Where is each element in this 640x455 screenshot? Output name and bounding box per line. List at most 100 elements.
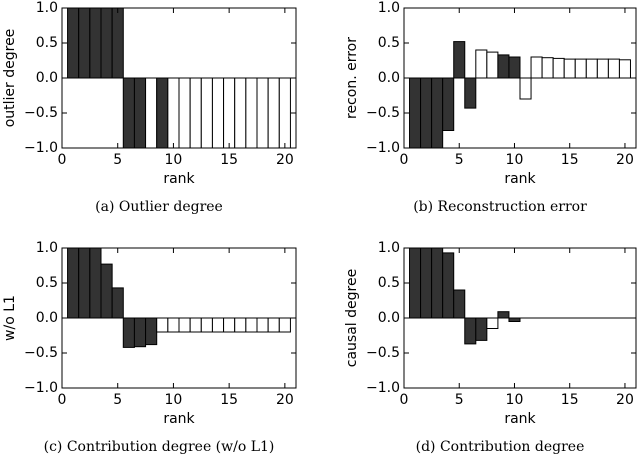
bar [278, 77, 291, 149]
bar [211, 77, 225, 149]
bar [133, 317, 147, 348]
y-tick-label: 1.0 [378, 240, 400, 256]
bar [486, 317, 499, 329]
caption: (c) Contribution degree (w/o L1) [44, 439, 275, 455]
subplot: 0 5 10 15 20 −1.0 −0.5 0.0 0.5 1.0 rank w/o L1 (c) C… [2, 240, 297, 455]
x-tick-label: 0 [58, 152, 67, 168]
x-axis-label: rank [504, 411, 536, 427]
bar [133, 77, 147, 149]
bar [100, 7, 113, 79]
caption: (d) Contribution degree [416, 439, 585, 455]
bar [234, 77, 247, 149]
bar [519, 77, 532, 100]
bar [508, 317, 521, 322]
subplot: 0 5 10 15 20 −1.0 −0.5 0.0 0.5 1.0 rank recon. erro… [344, 0, 637, 215]
bar [100, 263, 113, 319]
y-tick-label: −1.0 [366, 380, 400, 396]
bar [596, 58, 609, 79]
subplot: 0 5 10 15 20 −1.0 −0.5 0.0 0.5 1.0 rank causal degr… [344, 240, 637, 455]
bar [156, 77, 169, 149]
bar [200, 317, 213, 333]
bar [111, 7, 124, 79]
bar [189, 317, 202, 333]
bar [453, 41, 466, 79]
y-tick-label: −1.0 [24, 140, 58, 156]
x-tick-label: 20 [616, 152, 634, 168]
bar [156, 317, 169, 333]
x-tick-label: 5 [455, 152, 464, 168]
x-tick-label: 5 [455, 392, 464, 408]
bar [541, 57, 554, 79]
bar [245, 317, 258, 333]
bar [409, 247, 422, 319]
x-tick-label: 0 [400, 152, 409, 168]
y-tick-label: 0.0 [36, 70, 58, 86]
bar [475, 49, 488, 79]
x-axis-label: rank [163, 411, 195, 427]
y-tick-label: 0.5 [378, 35, 400, 51]
y-tick-label: 1.0 [36, 240, 58, 256]
y-axis-label: recon. error [344, 37, 360, 119]
x-axis-label: rank [163, 171, 195, 187]
bar [431, 247, 444, 319]
bar [78, 247, 91, 319]
x-tick-label: 10 [165, 392, 183, 408]
bar [464, 317, 477, 345]
bar [111, 287, 124, 319]
bar [200, 77, 213, 149]
bar [486, 51, 499, 79]
x-tick-label: 15 [561, 392, 579, 408]
bar [278, 317, 291, 333]
bar [67, 247, 80, 319]
x-tick-label: 0 [400, 392, 409, 408]
bar [420, 247, 433, 319]
y-tick-label: −0.5 [366, 105, 400, 121]
bar [167, 317, 180, 333]
bar [431, 77, 444, 149]
x-tick-label: 0 [58, 392, 67, 408]
bar [552, 57, 565, 79]
bar [530, 56, 543, 79]
x-tick-label: 15 [561, 152, 579, 168]
x-tick-label: 20 [276, 392, 294, 408]
bar [574, 58, 587, 79]
x-tick-label: 10 [506, 392, 524, 408]
bar [189, 77, 202, 149]
bar [475, 317, 488, 341]
bar [78, 7, 91, 79]
bar [223, 317, 236, 333]
x-tick-label: 5 [113, 392, 122, 408]
bar [607, 58, 620, 79]
bar [442, 252, 455, 319]
x-tick-label: 10 [506, 152, 524, 168]
bar [618, 59, 631, 79]
bar [453, 289, 466, 319]
y-axis-label: w/o L1 [2, 295, 18, 341]
bar [256, 317, 269, 333]
bar [178, 317, 191, 333]
y-tick-label: 0.0 [36, 310, 58, 326]
x-tick-label: 5 [113, 152, 122, 168]
x-tick-label: 20 [616, 392, 634, 408]
bar [145, 317, 158, 346]
bar [223, 77, 236, 149]
y-tick-label: 0.5 [378, 275, 400, 291]
y-tick-label: 1.0 [36, 0, 58, 16]
bar [497, 54, 510, 79]
bar [167, 77, 180, 149]
x-tick-label: 20 [276, 152, 294, 168]
y-tick-label: −1.0 [24, 380, 58, 396]
bar [122, 317, 135, 348]
caption: (b) Reconstruction error [413, 199, 587, 215]
bar [122, 77, 135, 149]
bar [409, 77, 422, 149]
bar [464, 77, 477, 109]
bar [256, 77, 269, 149]
y-axis-label: outlier degree [2, 29, 18, 128]
x-tick-label: 10 [165, 152, 183, 168]
caption: (a) Outlier degree [95, 199, 223, 215]
bar [267, 317, 280, 333]
bar [563, 58, 576, 79]
y-tick-label: 0.0 [378, 70, 400, 86]
